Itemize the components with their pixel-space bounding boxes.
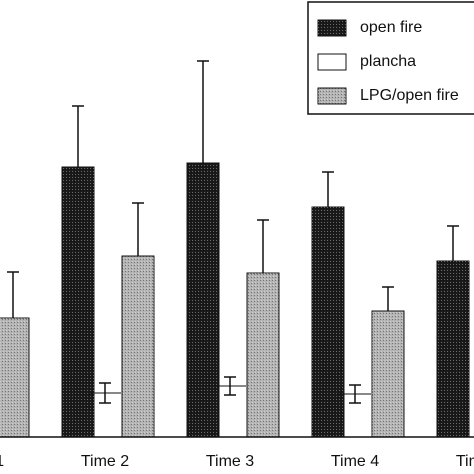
legend-swatch-texture	[318, 88, 346, 104]
legend-swatch	[317, 53, 347, 71]
legend-label: LPG/open fire	[360, 87, 459, 104]
legend-label: plancha	[360, 53, 416, 70]
bar-texture	[372, 311, 404, 437]
legend-label: open fire	[360, 19, 422, 36]
bar-texture	[437, 261, 469, 437]
legend: open fire plancha LPG/open fire	[307, 1, 474, 115]
bar-texture	[122, 256, 154, 437]
x-tick-label: Time 3	[206, 453, 254, 470]
bar-texture	[247, 273, 279, 437]
x-tick-label: Time 1	[0, 453, 4, 470]
bar-texture	[62, 167, 94, 437]
x-tick-label: Time 5	[456, 453, 474, 470]
bar-texture	[0, 318, 29, 437]
x-tick-label: Time 2	[81, 453, 129, 470]
x-tick-label: Time 4	[331, 453, 379, 470]
plot-area: Time 1 Time 2 Time 3 Time 4 Time 5	[0, 60, 474, 470]
bar-texture	[187, 163, 219, 437]
bar-texture	[312, 207, 344, 437]
legend-swatch-texture	[318, 20, 346, 36]
